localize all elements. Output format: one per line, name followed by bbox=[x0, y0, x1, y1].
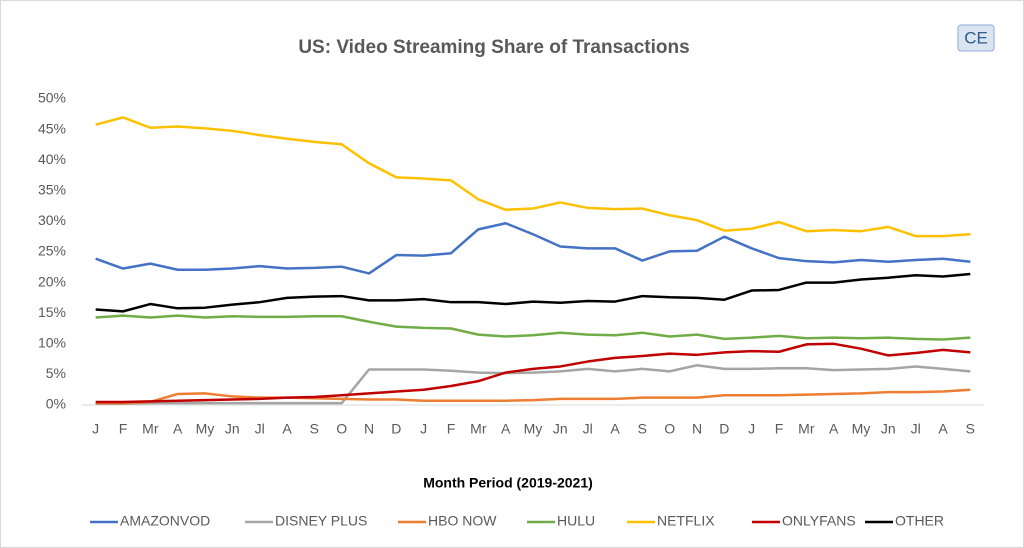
y-tick-label: 10% bbox=[38, 335, 66, 351]
x-tick-label: S bbox=[966, 421, 975, 437]
x-tick-label: D bbox=[391, 421, 401, 437]
x-tick-label: Jl bbox=[911, 421, 921, 437]
x-tick-label: N bbox=[364, 421, 374, 437]
series-line bbox=[95, 272, 971, 313]
x-tick-label: A bbox=[610, 421, 620, 437]
x-tick-label: My bbox=[524, 421, 543, 437]
x-tick-label: Mr bbox=[798, 421, 815, 437]
legend-label: HBO NOW bbox=[428, 513, 497, 529]
x-tick-label: O bbox=[664, 421, 675, 437]
x-tick-label: Jl bbox=[255, 421, 265, 437]
y-tick-label: 0% bbox=[46, 396, 66, 412]
y-tick-label: 5% bbox=[46, 365, 66, 381]
y-tick-label: 20% bbox=[38, 273, 66, 289]
x-tick-label: Jn bbox=[553, 421, 568, 437]
x-tick-label: F bbox=[119, 421, 128, 437]
x-tick-label: A bbox=[501, 421, 511, 437]
y-tick-label: 40% bbox=[38, 151, 66, 167]
y-tick-label: 30% bbox=[38, 212, 66, 228]
x-tick-label: J bbox=[92, 421, 99, 437]
legend-label: HULU bbox=[557, 513, 595, 529]
x-tick-label: Jl bbox=[583, 421, 593, 437]
x-tick-label: My bbox=[852, 421, 871, 437]
x-tick-label: Jn bbox=[225, 421, 240, 437]
x-axis-label: Month Period (2019-2021) bbox=[423, 475, 593, 491]
x-tick-label: My bbox=[196, 421, 215, 437]
y-tick-label: 25% bbox=[38, 243, 66, 259]
x-tick-label: Mr bbox=[142, 421, 159, 437]
legend-label: OTHER bbox=[895, 513, 944, 529]
x-tick-label: A bbox=[282, 421, 292, 437]
chart-title: US: Video Streaming Share of Transaction… bbox=[298, 37, 689, 58]
series-line bbox=[95, 388, 971, 405]
x-tick-label: A bbox=[173, 421, 183, 437]
x-tick-label: J bbox=[420, 421, 427, 437]
series-line bbox=[95, 363, 971, 406]
x-tick-label: S bbox=[638, 421, 647, 437]
logo: CE bbox=[964, 28, 988, 47]
y-tick-label: 45% bbox=[38, 120, 66, 136]
series-line bbox=[95, 221, 971, 275]
y-tick-label: 50% bbox=[38, 90, 66, 106]
x-tick-label: Mr bbox=[470, 421, 487, 437]
x-tick-label: F bbox=[447, 421, 456, 437]
y-tick-label: 15% bbox=[38, 304, 66, 320]
x-tick-label: D bbox=[719, 421, 729, 437]
x-tick-label: O bbox=[336, 421, 347, 437]
series-line bbox=[95, 116, 971, 238]
logo-box bbox=[957, 24, 995, 52]
x-tick-label: A bbox=[829, 421, 839, 437]
series-line bbox=[95, 342, 971, 404]
legend-label: NETFLIX bbox=[657, 513, 715, 529]
legend-label: AMAZONVOD bbox=[120, 513, 210, 529]
legend-label: ONLYFANS bbox=[782, 513, 856, 529]
x-tick-label: Jn bbox=[881, 421, 896, 437]
x-tick-label: F bbox=[775, 421, 784, 437]
x-tick-label: A bbox=[938, 421, 948, 437]
x-tick-label: S bbox=[310, 421, 319, 437]
y-tick-label: 35% bbox=[38, 182, 66, 198]
x-tick-label: J bbox=[748, 421, 755, 437]
x-tick-label: N bbox=[692, 421, 702, 437]
legend-label: DISNEY PLUS bbox=[275, 513, 367, 529]
series-line bbox=[95, 314, 971, 341]
